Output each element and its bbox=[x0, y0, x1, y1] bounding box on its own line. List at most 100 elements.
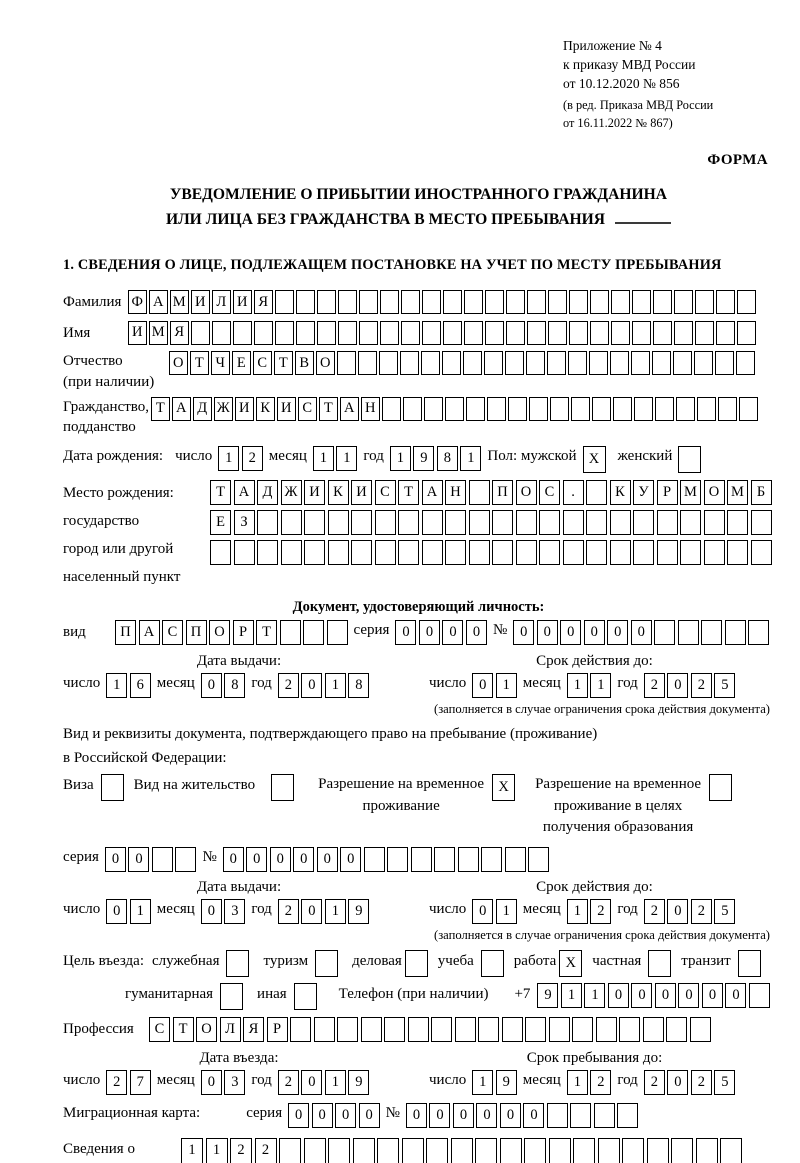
char-cell[interactable] bbox=[401, 320, 420, 345]
char-cell[interactable]: 8 bbox=[436, 446, 458, 472]
char-cell[interactable] bbox=[709, 773, 733, 801]
char-cell[interactable] bbox=[590, 290, 609, 315]
purpose-transit-checkbox[interactable] bbox=[737, 950, 761, 977]
char-cell[interactable] bbox=[633, 510, 654, 536]
char-cell[interactable]: X bbox=[582, 446, 606, 474]
char-cell[interactable]: 0 bbox=[128, 847, 150, 872]
char-cell[interactable]: 0 bbox=[269, 847, 291, 872]
char-cell[interactable]: З bbox=[233, 510, 255, 536]
char-cell[interactable]: 0 bbox=[513, 620, 535, 646]
char-cell[interactable]: 2 bbox=[254, 1137, 277, 1163]
char-cell[interactable]: 0 bbox=[667, 672, 689, 698]
char-cell[interactable] bbox=[653, 320, 672, 345]
char-cell[interactable]: Д bbox=[257, 480, 278, 506]
char-cell[interactable] bbox=[481, 847, 503, 872]
char-cell[interactable] bbox=[303, 1137, 326, 1163]
char-cell[interactable]: Ж bbox=[280, 480, 302, 506]
char-cell[interactable]: 0 bbox=[335, 1102, 357, 1128]
char-cell[interactable]: 0 bbox=[395, 620, 417, 646]
char-cell[interactable]: М bbox=[170, 290, 189, 315]
char-cell[interactable]: 0 bbox=[701, 983, 723, 1008]
char-cell[interactable] bbox=[736, 351, 755, 376]
char-cell[interactable]: И bbox=[304, 480, 325, 506]
char-cell[interactable] bbox=[720, 1137, 742, 1163]
char-cell[interactable] bbox=[593, 1102, 615, 1128]
char-cell[interactable]: Т bbox=[190, 351, 209, 376]
char-cell[interactable] bbox=[586, 540, 607, 566]
char-cell[interactable]: 1 bbox=[566, 672, 588, 698]
char-cell[interactable] bbox=[528, 847, 550, 872]
char-cell[interactable] bbox=[478, 1017, 499, 1042]
char-cell[interactable]: 0 bbox=[106, 899, 128, 924]
char-cell[interactable]: 2 bbox=[106, 1069, 128, 1095]
char-cell[interactable] bbox=[718, 396, 737, 421]
char-cell[interactable] bbox=[611, 290, 630, 315]
char-cell[interactable] bbox=[632, 320, 651, 345]
char-cell[interactable]: 5 bbox=[714, 899, 736, 924]
char-cell[interactable] bbox=[327, 510, 349, 536]
char-cell[interactable]: Р bbox=[656, 480, 678, 506]
char-cell[interactable]: 0 bbox=[316, 847, 338, 872]
char-cell[interactable] bbox=[656, 540, 678, 566]
char-cell[interactable] bbox=[677, 620, 699, 646]
char-cell[interactable]: 5 bbox=[714, 672, 736, 698]
char-cell[interactable] bbox=[674, 320, 693, 345]
char-cell[interactable] bbox=[352, 1137, 375, 1163]
char-cell[interactable]: 0 bbox=[301, 899, 323, 924]
char-cell[interactable] bbox=[539, 510, 560, 536]
char-cell[interactable] bbox=[748, 620, 770, 646]
char-cell[interactable]: 0 bbox=[429, 1102, 451, 1128]
purpose-study-checkbox[interactable] bbox=[480, 950, 504, 977]
char-cell[interactable]: 0 bbox=[452, 1102, 474, 1128]
char-cell[interactable]: 9 bbox=[495, 1069, 517, 1095]
char-cell[interactable] bbox=[654, 620, 676, 646]
char-cell[interactable]: Л bbox=[219, 1017, 241, 1042]
char-cell[interactable] bbox=[421, 540, 443, 566]
char-cell[interactable] bbox=[737, 950, 761, 977]
char-cell[interactable] bbox=[633, 540, 654, 566]
char-cell[interactable]: 0 bbox=[560, 620, 582, 646]
char-cell[interactable] bbox=[475, 1137, 497, 1163]
char-cell[interactable] bbox=[313, 1017, 335, 1042]
char-cell[interactable] bbox=[359, 290, 378, 315]
char-cell[interactable]: 1 bbox=[181, 1137, 203, 1163]
char-cell[interactable] bbox=[422, 320, 441, 345]
char-cell[interactable] bbox=[499, 1137, 522, 1163]
char-cell[interactable]: 0 bbox=[418, 620, 440, 646]
char-cell[interactable] bbox=[715, 351, 734, 376]
char-cell[interactable]: С bbox=[162, 620, 183, 646]
char-cell[interactable]: 0 bbox=[293, 847, 315, 872]
char-cell[interactable] bbox=[527, 290, 546, 315]
char-cell[interactable] bbox=[360, 1017, 382, 1042]
char-cell[interactable]: 1 bbox=[566, 899, 588, 924]
char-cell[interactable] bbox=[317, 320, 336, 345]
char-cell[interactable] bbox=[293, 983, 317, 1010]
char-cell[interactable]: 0 bbox=[476, 1102, 498, 1128]
char-cell[interactable] bbox=[492, 510, 513, 536]
char-cell[interactable] bbox=[680, 510, 701, 536]
char-cell[interactable] bbox=[506, 290, 525, 315]
char-cell[interactable]: 0 bbox=[472, 899, 494, 924]
char-cell[interactable] bbox=[363, 847, 385, 872]
char-cell[interactable] bbox=[382, 396, 401, 421]
char-cell[interactable]: 1 bbox=[472, 1069, 494, 1095]
char-cell[interactable] bbox=[398, 510, 419, 536]
char-cell[interactable]: У bbox=[633, 480, 654, 506]
char-cell[interactable] bbox=[550, 396, 569, 421]
char-cell[interactable] bbox=[151, 847, 173, 872]
char-cell[interactable] bbox=[515, 510, 537, 536]
char-cell[interactable] bbox=[597, 1137, 620, 1163]
char-cell[interactable] bbox=[358, 351, 377, 376]
char-cell[interactable] bbox=[443, 290, 462, 315]
char-cell[interactable] bbox=[374, 510, 396, 536]
